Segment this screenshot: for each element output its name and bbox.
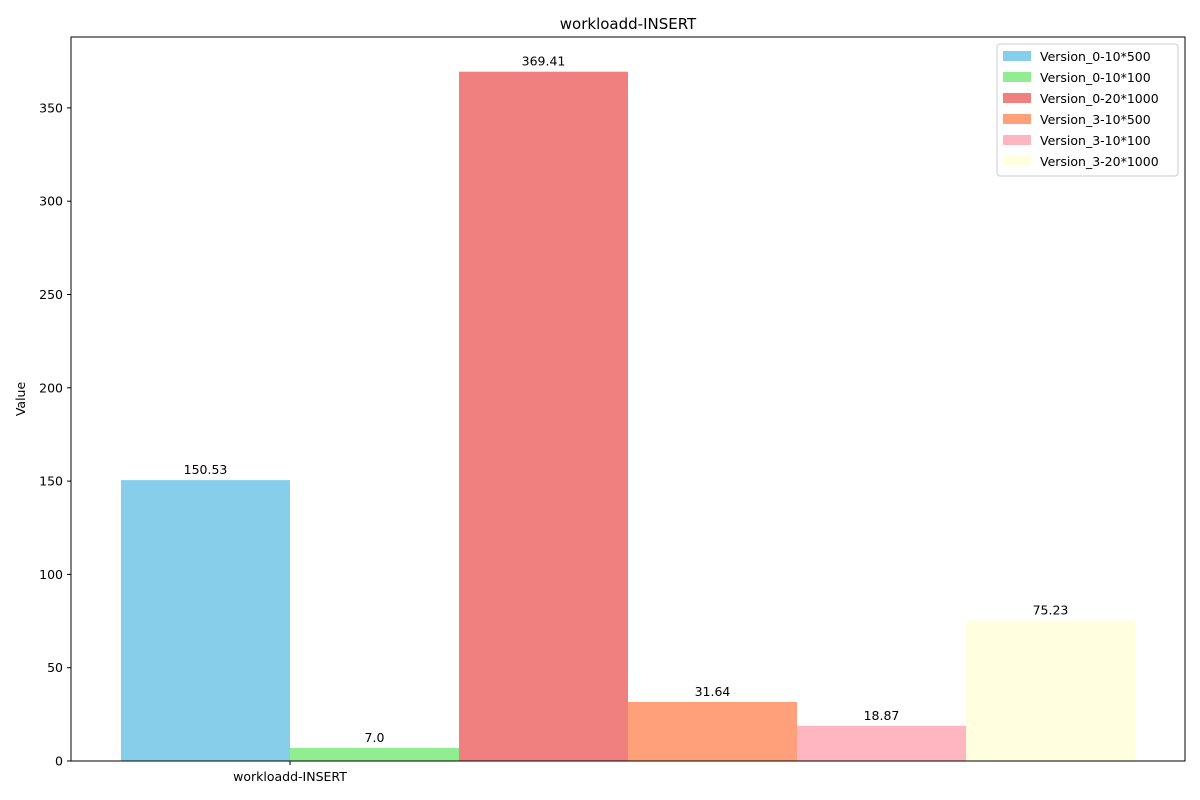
bar-value-label-3: 369.41 (522, 54, 566, 69)
y-tick-label: 200 (39, 380, 63, 395)
y-tick-label: 50 (47, 660, 63, 675)
legend-label-2: Version_0-10*100 (1040, 70, 1151, 85)
bar-value-label-2: 7.0 (365, 730, 385, 745)
y-axis: 0 50 100 150 200 250 300 350 (39, 100, 71, 769)
bar-value-label-5: 18.87 (864, 708, 900, 723)
legend-swatch-3 (1003, 93, 1031, 103)
bar-labels-group: 150.53 7.0 369.41 31.64 18.87 75.23 (184, 54, 1069, 745)
bar-series-1 (121, 480, 290, 761)
bar-series-6 (966, 620, 1135, 761)
y-tick-label: 300 (39, 194, 63, 209)
x-tick-label: workloadd-INSERT (233, 769, 347, 784)
y-axis-label: Value (13, 382, 28, 417)
legend-swatch-6 (1003, 156, 1031, 166)
bar-value-label-6: 75.23 (1033, 603, 1069, 618)
y-tick-label: 150 (39, 474, 63, 489)
legend-swatch-2 (1003, 72, 1031, 82)
plot-frame (70, 36, 1186, 762)
legend-label-6: Version_3-20*1000 (1040, 154, 1159, 169)
legend-label-3: Version_0-20*1000 (1040, 91, 1159, 106)
bar-series-2 (290, 747, 459, 761)
bar-series-3 (459, 71, 628, 762)
y-tick-label: 100 (39, 567, 63, 582)
bar-value-label-4: 31.64 (695, 684, 731, 699)
bars-group (121, 71, 1135, 762)
legend-label-5: Version_3-10*100 (1040, 133, 1151, 148)
y-tick-label: 0 (55, 754, 63, 769)
y-tick-label: 350 (39, 100, 63, 115)
legend-swatch-4 (1003, 114, 1031, 124)
legend-swatch-1 (1003, 51, 1031, 61)
legend-label-1: Version_0-10*500 (1040, 49, 1151, 64)
x-axis: workloadd-INSERT (233, 761, 347, 784)
bar-series-4 (628, 701, 797, 761)
chart-title: workloadd-INSERT (560, 15, 697, 33)
legend-swatch-5 (1003, 135, 1031, 145)
bar-value-label-1: 150.53 (184, 462, 228, 477)
legend-label-4: Version_3-10*500 (1040, 112, 1151, 127)
legend: Version_0-10*500 Version_0-10*100 Version_… (996, 43, 1179, 177)
bar-series-5 (797, 725, 966, 761)
y-tick-label: 250 (39, 287, 63, 302)
legend-box (996, 43, 1179, 177)
